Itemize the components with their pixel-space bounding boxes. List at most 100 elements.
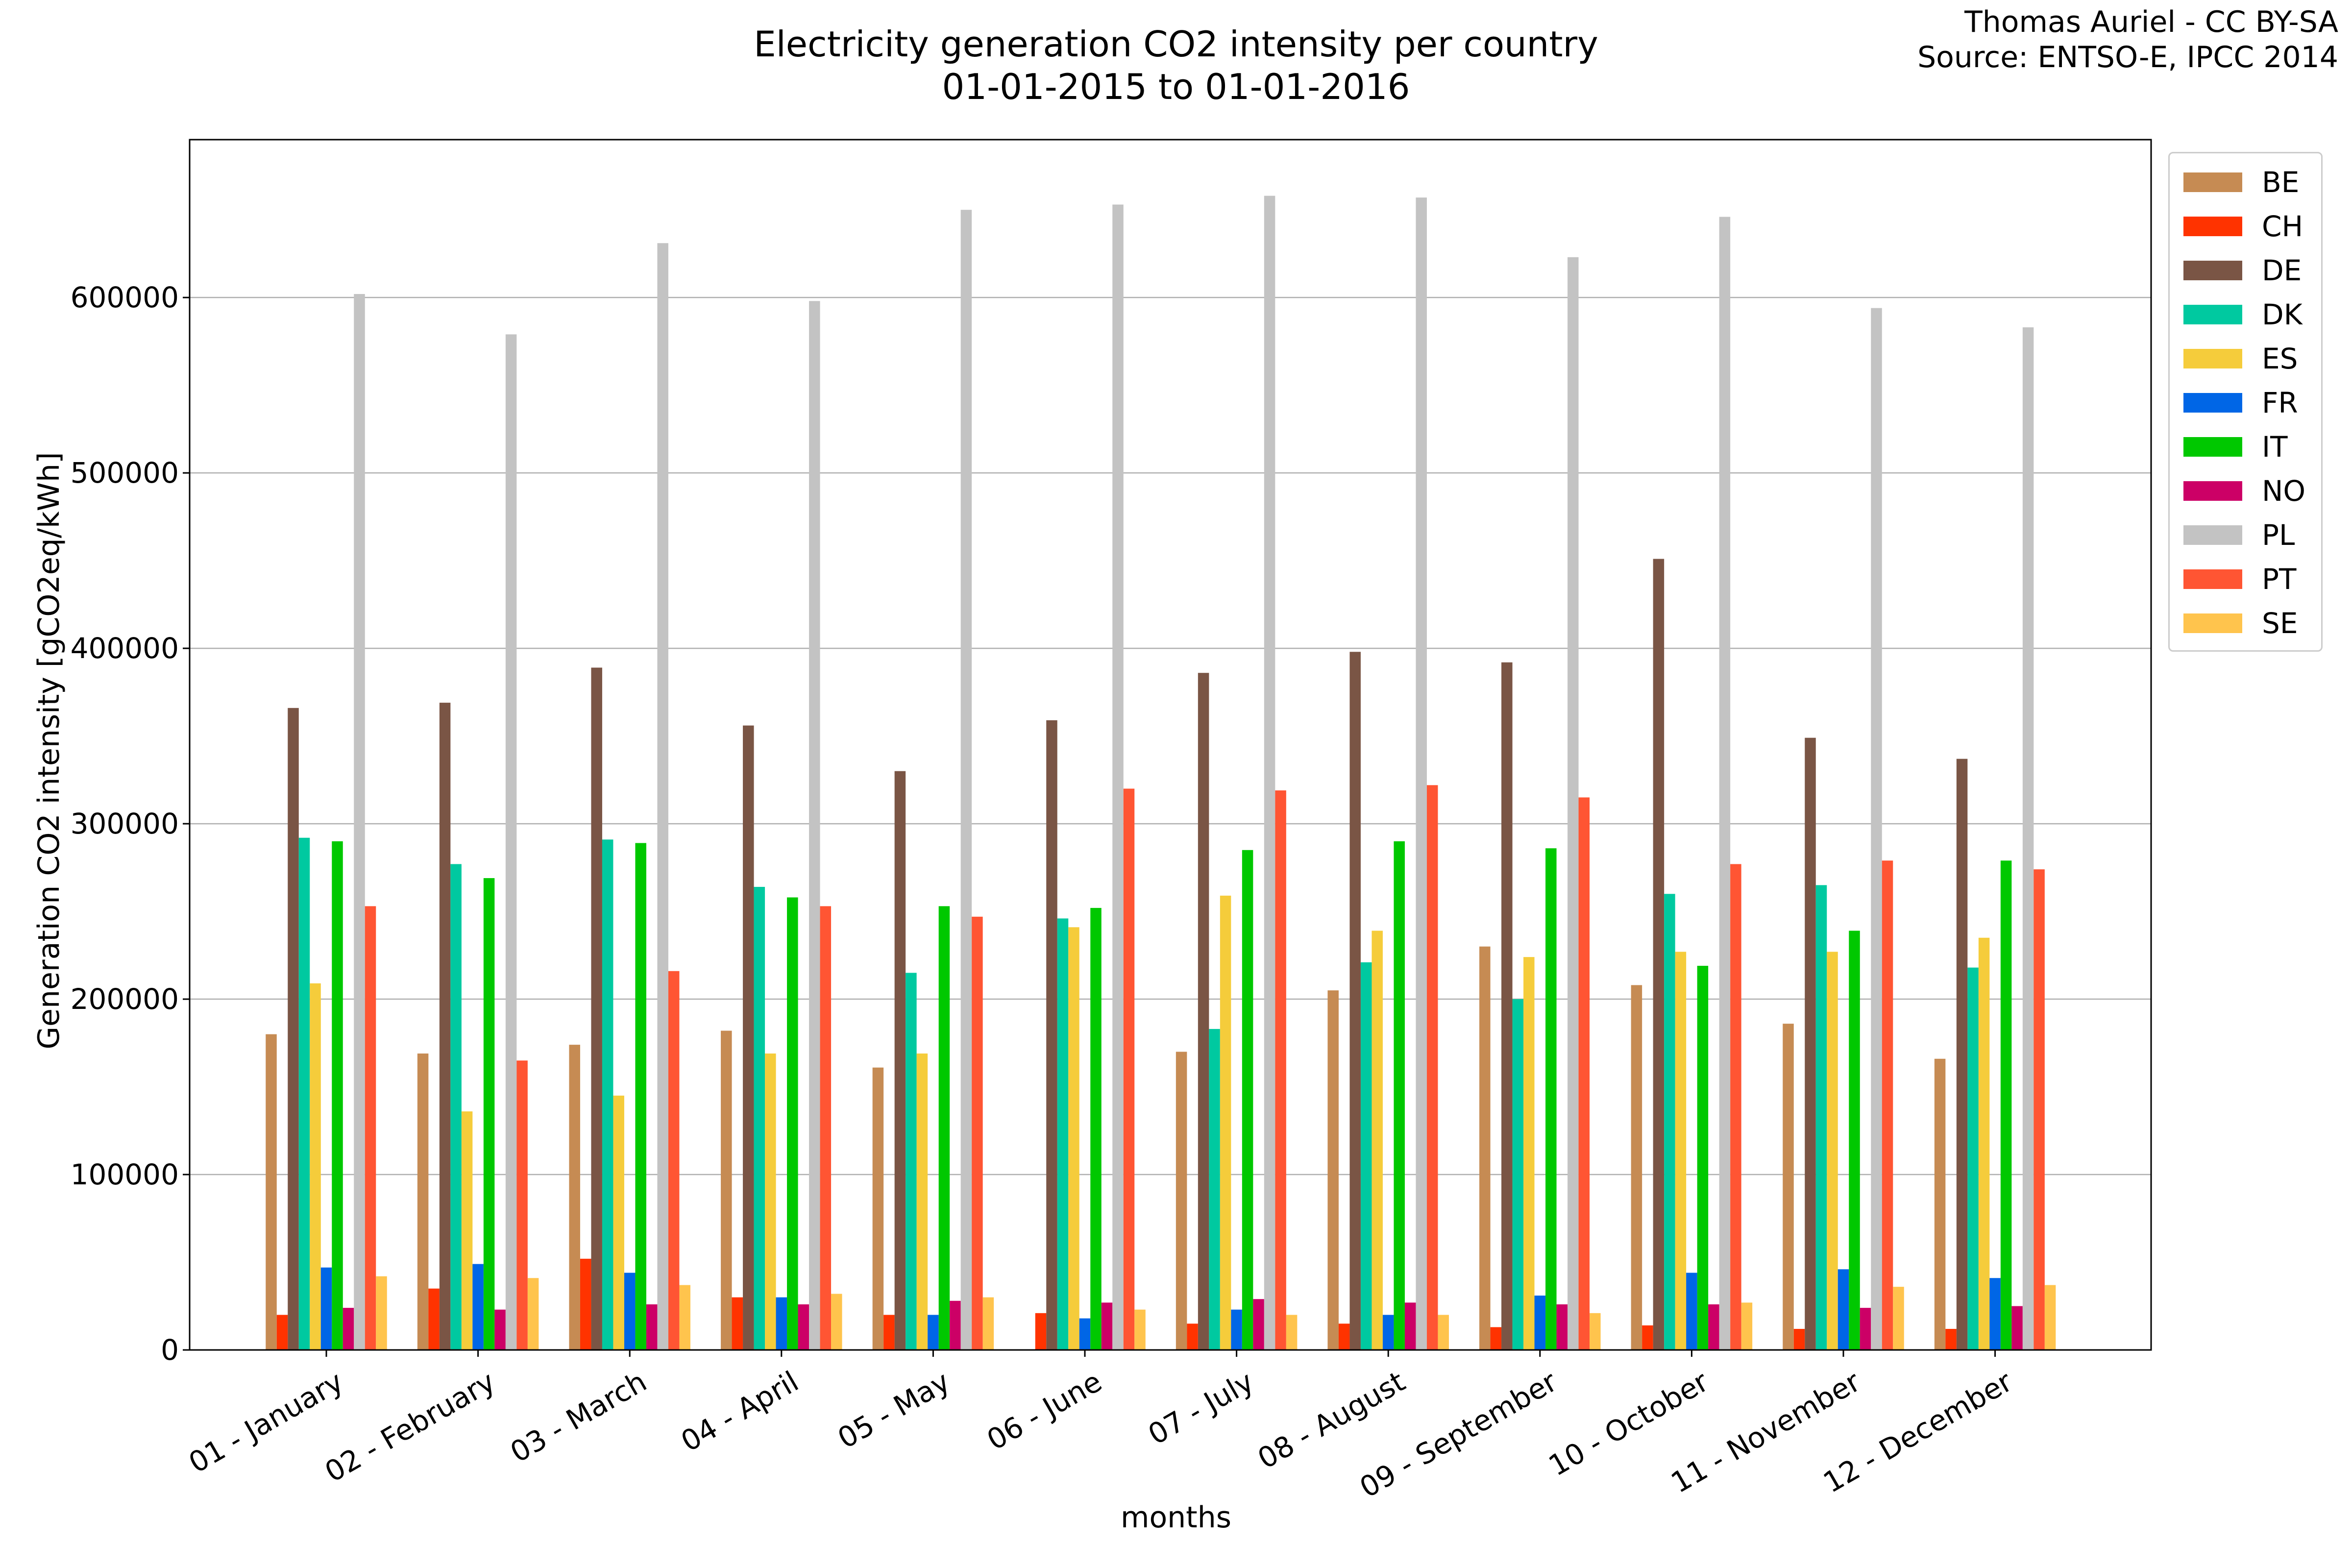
bar-it-1 — [332, 841, 343, 1350]
bar-se-1 — [376, 1276, 387, 1350]
legend-swatch — [2183, 613, 2242, 633]
bar-be-3 — [569, 1045, 580, 1350]
legend-swatch — [2183, 349, 2242, 368]
legend-item-es: ES — [2170, 337, 2321, 381]
bar-no-8 — [1404, 1302, 1416, 1350]
bar-ch-7 — [1187, 1323, 1198, 1350]
bar-dk-11 — [1815, 885, 1827, 1350]
bar-be-9 — [1479, 946, 1491, 1350]
bar-se-10 — [1741, 1302, 1753, 1350]
bar-no-7 — [1253, 1299, 1264, 1350]
bar-be-5 — [872, 1067, 884, 1350]
bar-fr-8 — [1382, 1315, 1394, 1350]
bar-it-11 — [1849, 931, 1860, 1350]
legend-label: DE — [2262, 254, 2302, 287]
bar-es-7 — [1220, 895, 1231, 1350]
bar-pt-3 — [668, 971, 680, 1350]
bar-es-8 — [1372, 931, 1383, 1350]
bar-dk-5 — [906, 973, 917, 1350]
bar-no-5 — [950, 1300, 961, 1350]
bar-pt-1 — [365, 906, 376, 1350]
bar-ch-3 — [580, 1258, 591, 1350]
bar-ch-11 — [1793, 1329, 1805, 1350]
bar-be-8 — [1327, 990, 1339, 1350]
bar-ch-10 — [1642, 1325, 1653, 1350]
legend-swatch — [2183, 525, 2242, 545]
bar-it-10 — [1697, 966, 1709, 1350]
bar-it-3 — [635, 843, 646, 1350]
bar-se-12 — [2044, 1285, 2056, 1350]
bar-pl-6 — [1112, 204, 1124, 1350]
bar-ch-5 — [883, 1315, 895, 1350]
legend-item-se: SE — [2170, 601, 2321, 645]
y-tick-label: 300000 — [70, 807, 179, 841]
y-tick-label: 200000 — [70, 982, 179, 1016]
bar-pt-12 — [2034, 869, 2045, 1350]
bar-ch-4 — [732, 1297, 743, 1350]
legend-item-de: DE — [2170, 248, 2321, 293]
bar-pt-10 — [1730, 864, 1741, 1350]
bar-it-7 — [1242, 850, 1253, 1350]
bar-es-5 — [916, 1054, 928, 1350]
y-tick-label: 0 — [161, 1333, 179, 1367]
bar-es-6 — [1068, 927, 1079, 1350]
bar-pt-2 — [516, 1060, 528, 1350]
bar-no-12 — [2011, 1306, 2023, 1350]
bar-ch-9 — [1490, 1327, 1502, 1350]
bar-fr-10 — [1686, 1273, 1697, 1350]
bar-it-4 — [787, 897, 798, 1350]
legend-item-be: BE — [2170, 160, 2321, 204]
legend-swatch — [2183, 261, 2242, 280]
legend-label: PL — [2262, 518, 2295, 552]
credit-author: Thomas Auriel - CC BY-SA — [1964, 5, 2338, 39]
bar-de-5 — [894, 771, 906, 1350]
bar-no-10 — [1708, 1304, 1719, 1350]
bar-pt-6 — [1123, 788, 1135, 1350]
bar-pl-5 — [960, 210, 972, 1350]
bar-fr-1 — [320, 1267, 332, 1350]
bar-ch-1 — [276, 1315, 288, 1350]
legend-swatch — [2183, 569, 2242, 589]
bar-dk-9 — [1512, 999, 1524, 1350]
bar-be-10 — [1631, 985, 1642, 1350]
axis-ticks — [183, 296, 1996, 1357]
bar-se-11 — [1893, 1287, 1904, 1350]
legend-swatch — [2183, 172, 2242, 192]
bar-es-4 — [765, 1054, 776, 1350]
bar-se-4 — [831, 1294, 842, 1350]
bar-no-4 — [798, 1304, 809, 1350]
legend-item-pt: PT — [2170, 557, 2321, 601]
bar-dk-10 — [1664, 894, 1675, 1350]
bar-no-1 — [343, 1308, 354, 1350]
bar-fr-7 — [1231, 1309, 1242, 1350]
bar-pl-4 — [809, 301, 820, 1350]
bar-de-10 — [1653, 559, 1665, 1350]
legend-label: PT — [2262, 563, 2297, 596]
bar-pl-11 — [1871, 308, 1882, 1350]
bar-pl-7 — [1264, 196, 1275, 1350]
bar-de-1 — [288, 708, 299, 1350]
bar-be-1 — [266, 1034, 277, 1350]
bar-it-6 — [1090, 907, 1102, 1350]
bar-be-4 — [721, 1030, 732, 1350]
bar-no-9 — [1556, 1304, 1568, 1350]
bar-no-3 — [646, 1304, 658, 1350]
bar-fr-5 — [928, 1315, 939, 1350]
bar-no-11 — [1860, 1308, 1871, 1350]
legend-swatch — [2183, 393, 2242, 413]
y-axis-label: Generation CO2 intensity [gCO2eq/kWh] — [32, 452, 66, 1050]
bar-dk-1 — [298, 837, 310, 1350]
bar-de-6 — [1046, 720, 1057, 1350]
x-axis-label: months — [1121, 1500, 1231, 1535]
bar-it-8 — [1394, 841, 1405, 1350]
bar-ch-2 — [428, 1288, 440, 1350]
bar-pl-12 — [2022, 327, 2034, 1350]
legend-swatch — [2183, 305, 2242, 324]
bar-de-3 — [591, 667, 602, 1350]
bar-de-11 — [1805, 737, 1816, 1350]
bar-it-12 — [2000, 860, 2012, 1350]
bar-se-5 — [982, 1297, 994, 1350]
legend-item-ch: CH — [2170, 204, 2321, 248]
bar-be-11 — [1783, 1024, 1794, 1350]
bar-se-6 — [1134, 1309, 1146, 1350]
